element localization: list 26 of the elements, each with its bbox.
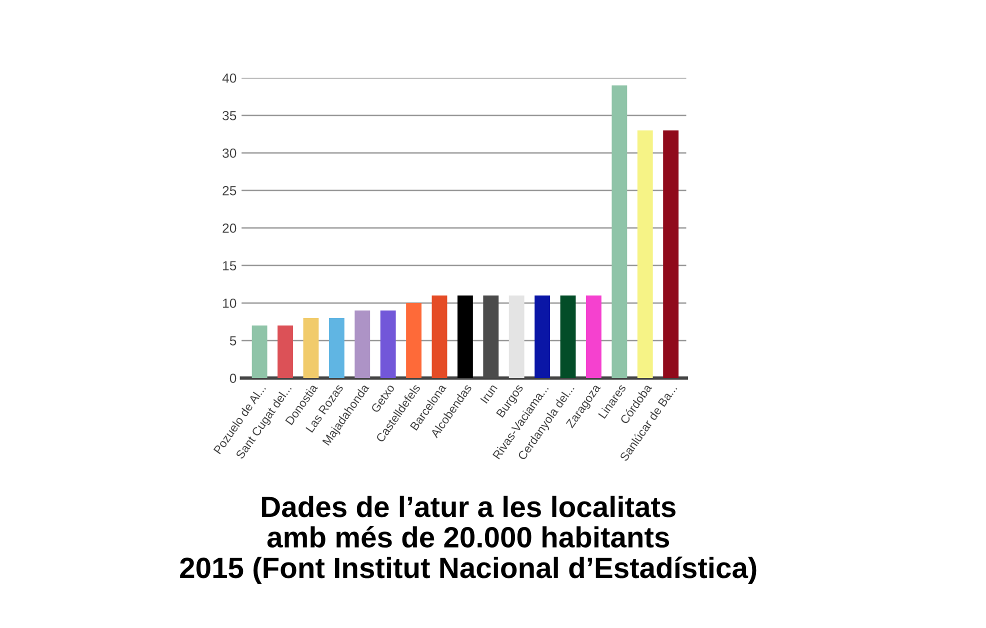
bar bbox=[380, 310, 396, 378]
y-tick-label: 40 bbox=[222, 73, 236, 83]
y-tick-label: 0 bbox=[230, 374, 236, 383]
y-tick-label: 10 bbox=[223, 298, 236, 308]
bar bbox=[508, 296, 524, 378]
y-tick-label: 15 bbox=[223, 261, 236, 270]
bar bbox=[663, 130, 679, 378]
y-tick-label: 5 bbox=[230, 336, 236, 346]
bar bbox=[278, 326, 293, 378]
bar bbox=[252, 326, 268, 378]
bar bbox=[457, 296, 473, 378]
bar bbox=[534, 296, 550, 378]
bar bbox=[612, 85, 628, 378]
y-tick-label: 20 bbox=[222, 224, 236, 233]
bar bbox=[328, 318, 344, 378]
bar bbox=[406, 303, 422, 378]
text: Dades de l’atur a les localitats amb més de 20.000 habitants 2015 (Font Institut Nacional d’Estadística) bbox=[180, 496, 756, 584]
y-tick-label: 25 bbox=[222, 186, 236, 196]
bar bbox=[432, 296, 448, 378]
bar bbox=[303, 318, 319, 378]
y-tick-label: 35 bbox=[222, 110, 236, 120]
y-tick-label: 30 bbox=[222, 148, 236, 158]
bar bbox=[354, 310, 370, 378]
bar bbox=[586, 296, 602, 378]
bar bbox=[637, 130, 653, 378]
bar bbox=[560, 296, 576, 378]
